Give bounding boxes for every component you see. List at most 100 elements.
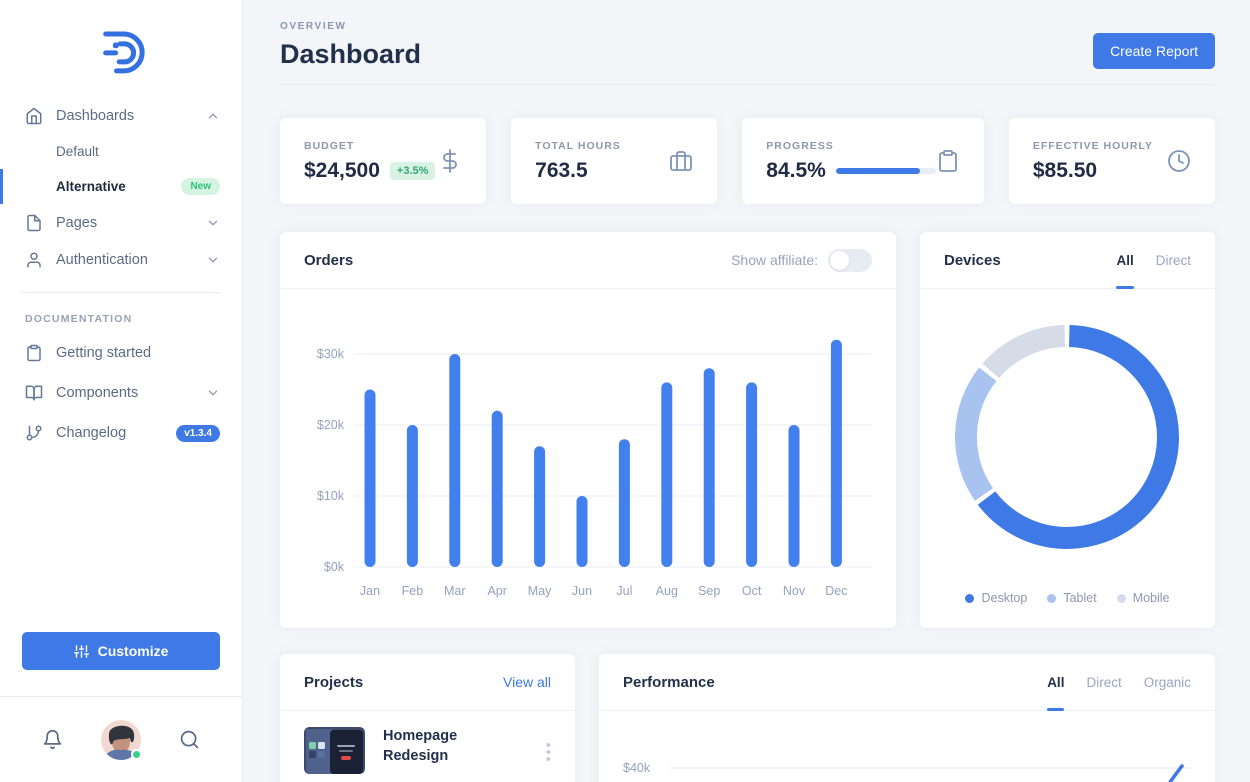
sidebar-item-label: Components xyxy=(56,385,139,401)
project-name[interactable]: Homepage Redesign xyxy=(383,728,458,764)
avatar-image xyxy=(101,719,141,760)
svg-text:Apr: Apr xyxy=(487,584,506,598)
sidebar-item-label: Getting started xyxy=(56,345,152,361)
sidebar: Dashboards Default Alternative New Pages… xyxy=(0,0,243,782)
page-header: OVERVIEW Dashboard Create Report xyxy=(280,0,1215,70)
svg-text:Dec: Dec xyxy=(825,584,847,598)
brand-logo[interactable] xyxy=(0,0,242,97)
delta-badge: +3.5% xyxy=(389,161,436,180)
chevron-down-icon xyxy=(208,390,218,396)
dollar-icon xyxy=(443,149,458,173)
legend-label: Desktop xyxy=(981,591,1028,605)
sidebar-item-alternative[interactable]: Alternative New xyxy=(0,169,242,204)
legend-label: Mobile xyxy=(1132,591,1170,605)
user-icon xyxy=(27,252,41,267)
file-icon xyxy=(27,214,41,231)
sliders-icon xyxy=(73,644,89,658)
sidebar-footer xyxy=(0,696,242,782)
stats-row: BUDGET $24,500 +3.5% TOTAL HOURS 763.5 xyxy=(280,118,1215,204)
avatar[interactable] xyxy=(101,719,142,760)
card-title: Devices xyxy=(944,251,1001,269)
project-list-item[interactable]: Homepage Redesign • • • xyxy=(280,711,575,774)
view-all-link[interactable]: View all xyxy=(503,674,551,690)
search-icon[interactable] xyxy=(179,729,200,750)
project-thumbnail xyxy=(304,727,365,774)
clipboard-icon xyxy=(27,344,41,362)
more-vertical-icon[interactable]: • • • xyxy=(545,737,551,768)
stat-value: $85.50 xyxy=(1032,158,1098,182)
card-title: Projects xyxy=(304,673,364,691)
svg-text:$0k: $0k xyxy=(324,560,345,574)
sidebar-item-label: Changelog xyxy=(56,425,127,441)
svg-text:Oct: Oct xyxy=(742,584,762,598)
toggle-label: Show affiliate: xyxy=(731,252,818,268)
sidebar-item-getting-started[interactable]: Getting started xyxy=(0,333,242,373)
tablet-legend-dot xyxy=(1047,593,1057,603)
devices-card: Devices All Direct Desktop Tablet Mobile xyxy=(920,232,1215,628)
sidebar-item-label: Dashboards xyxy=(56,107,135,124)
progress-bar-fill xyxy=(835,167,921,174)
sidebar-item-changelog[interactable]: Changelog v1.3.4 xyxy=(0,413,242,453)
book-open-icon xyxy=(25,385,43,401)
tab-direct[interactable]: Direct xyxy=(1086,674,1122,690)
sidebar-nav: Dashboards Default Alternative New Pages… xyxy=(0,97,242,453)
svg-text:Sep: Sep xyxy=(698,584,720,598)
sidebar-item-components[interactable]: Components xyxy=(0,373,242,413)
sidebar-item-label: Authentication xyxy=(56,251,148,268)
briefcase-icon xyxy=(670,151,693,171)
stat-label: PROGRESS xyxy=(766,139,834,152)
sidebar-item-default[interactable]: Default xyxy=(0,134,242,169)
svg-text:Jul: Jul xyxy=(616,584,632,598)
legend-label: Tablet xyxy=(1063,591,1097,605)
svg-text:Jan: Jan xyxy=(360,584,380,598)
sidebar-divider xyxy=(22,292,220,293)
svg-text:Aug: Aug xyxy=(656,584,678,598)
svg-text:$30k: $30k xyxy=(317,347,345,361)
svg-text:Nov: Nov xyxy=(783,584,806,598)
svg-text:$10k: $10k xyxy=(317,489,345,503)
sidebar-item-authentication[interactable]: Authentication xyxy=(0,241,242,278)
clock-icon xyxy=(1168,150,1190,172)
bottom-row: Projects View all xyxy=(280,654,1215,782)
effective-hourly-card: EFFECTIVE HOURLY $85.50 xyxy=(1008,118,1215,204)
performance-line-chart: $40k xyxy=(623,761,1191,782)
desktop-legend-dot xyxy=(965,593,975,603)
sidebar-item-label: Default xyxy=(56,144,99,159)
sidebar-item-dashboards[interactable]: Dashboards xyxy=(0,97,242,134)
customize-label: Customize xyxy=(97,643,169,659)
mobile-legend-dot xyxy=(1116,593,1126,603)
online-status-dot xyxy=(131,748,142,760)
svg-text:Jun: Jun xyxy=(572,584,592,598)
customize-button[interactable]: Customize xyxy=(22,632,220,670)
show-affiliate-toggle[interactable] xyxy=(828,248,872,272)
sidebar-item-pages[interactable]: Pages xyxy=(0,204,242,241)
version-badge: v1.3.4 xyxy=(176,424,220,442)
toggle-knob xyxy=(830,250,849,270)
performance-card: Performance All Direct Organic $40k xyxy=(599,654,1215,782)
svg-text:May: May xyxy=(528,584,552,598)
orders-bar-chart: $0k $10k $20k $30k Jan Feb Mar Apr May Jun Jul Aug S… xyxy=(317,339,872,598)
stat-label: TOTAL HOURS xyxy=(535,139,621,152)
svg-text:Mar: Mar xyxy=(444,584,466,598)
tab-all[interactable]: All xyxy=(1116,232,1135,289)
svg-text:Feb: Feb xyxy=(402,584,424,598)
progress-card: PROGRESS 84.5% xyxy=(742,118,984,204)
devices-donut-chart xyxy=(955,324,1179,549)
tab-organic[interactable]: Organic xyxy=(1143,674,1191,690)
stat-label: BUDGET xyxy=(304,139,355,152)
tab-all[interactable]: All xyxy=(1047,654,1065,711)
clipboard-icon xyxy=(938,150,957,172)
git-branch-icon xyxy=(26,425,42,441)
projects-card: Projects View all xyxy=(280,654,575,782)
budget-card: BUDGET $24,500 +3.5% xyxy=(280,118,487,204)
tab-direct[interactable]: Direct xyxy=(1155,252,1191,268)
card-title: Orders xyxy=(304,251,354,269)
home-icon xyxy=(26,107,42,124)
bell-icon[interactable] xyxy=(42,729,63,750)
card-title: Performance xyxy=(623,673,715,691)
create-report-button[interactable]: Create Report xyxy=(1093,33,1215,69)
devices-legend: Desktop Tablet Mobile xyxy=(920,589,1215,605)
svg-text:$20k: $20k xyxy=(317,418,345,432)
stat-value: $24,500 xyxy=(304,158,380,182)
